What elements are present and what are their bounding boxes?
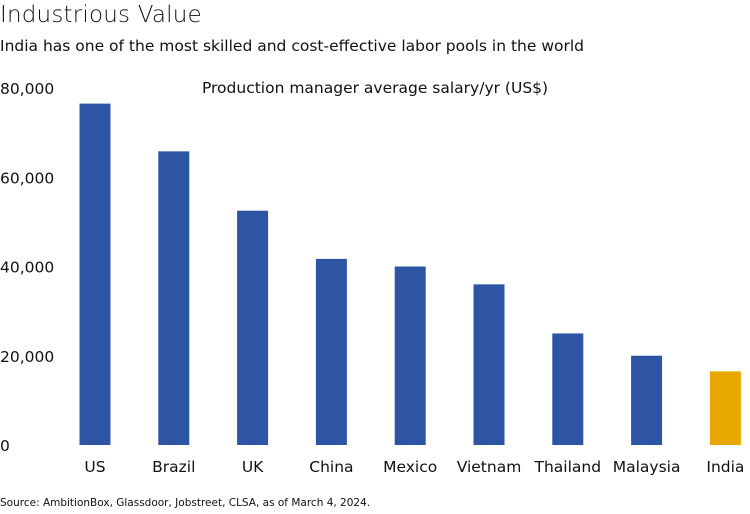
bars (79, 103, 741, 446)
bar-uk (237, 210, 269, 445)
bar-india (709, 371, 741, 445)
bar-vietnam (473, 284, 505, 445)
y-tick-label: 20,000 (0, 348, 54, 366)
bar-china (315, 258, 347, 445)
x-tick-label: Brazil (152, 458, 195, 476)
y-tick-label: 0 (0, 437, 10, 455)
bar-us (79, 103, 111, 446)
chart-title: Industrious Value (0, 2, 202, 28)
y-axis: 0 20,000 40,000 60,000 80,000 (0, 80, 54, 455)
y-tick-label: 60,000 (0, 169, 54, 187)
x-tick-label: Malaysia (613, 458, 681, 476)
y-tick-label: 80,000 (0, 80, 54, 98)
y-tick-label: 40,000 (0, 259, 54, 277)
x-tick-label: China (309, 458, 353, 476)
x-tick-label: Vietnam (457, 458, 522, 476)
x-tick-label: Thailand (534, 458, 602, 476)
bar-thailand (552, 333, 584, 445)
x-axis: US Brazil UK China Mexico Vietnam Thailand Mala… (84, 458, 744, 476)
source-note: Source: AmbitionBox, Glassdoor, Jobstree… (0, 497, 371, 509)
x-tick-label: India (706, 458, 744, 476)
y-axis-label: Production manager average salary/yr (US… (202, 79, 548, 97)
x-tick-label: US (84, 458, 105, 476)
bar-mexico (394, 266, 426, 445)
bar-malaysia (631, 355, 663, 445)
x-tick-label: Mexico (383, 458, 437, 476)
x-tick-label: UK (242, 458, 264, 476)
chart-subtitle: India has one of the most skilled and co… (0, 37, 584, 55)
bar-brazil (158, 151, 190, 445)
